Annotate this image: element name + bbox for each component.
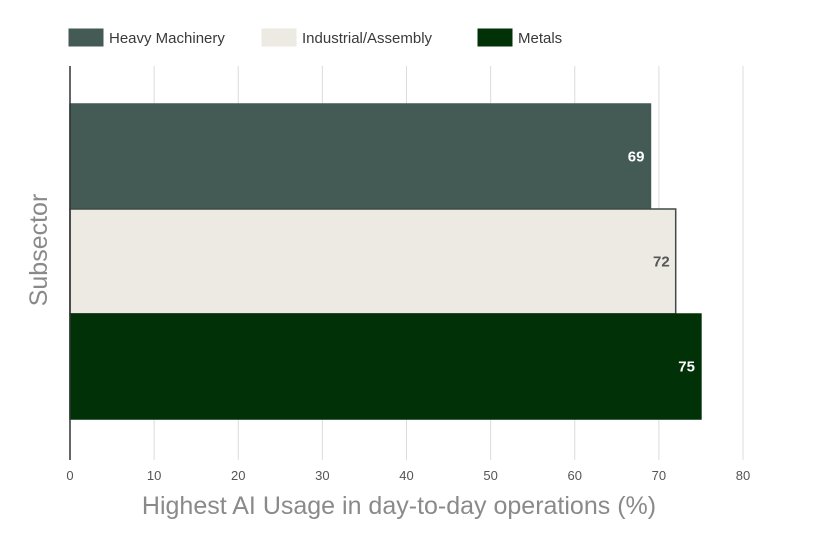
x-tick-label-30: 30 xyxy=(315,468,329,483)
legend-label-industrial-assembly: Industrial/Assembly xyxy=(302,30,433,47)
x-tick-label-20: 20 xyxy=(231,468,245,483)
x-axis-title: Highest AI Usage in day-to-day operation… xyxy=(142,492,656,520)
bar-heavy-machinery xyxy=(69,103,652,210)
legend-swatch-metals xyxy=(477,28,513,47)
legend-swatch-heavy-machinery xyxy=(68,28,104,47)
legend-label-heavy-machinery: Heavy Machinery xyxy=(109,30,225,47)
x-tick-label-40: 40 xyxy=(399,468,413,483)
data-label-metals: 75 xyxy=(678,359,695,376)
legend-swatch-industrial-assembly xyxy=(261,28,297,47)
bars: 69 72 75 xyxy=(69,103,702,420)
legend-label-metals: Metals xyxy=(518,30,562,47)
x-tick-label-60: 60 xyxy=(568,468,582,483)
x-tick-label-10: 10 xyxy=(147,468,161,483)
x-tick-label-80: 80 xyxy=(736,468,750,483)
y-axis-title: Subsector xyxy=(25,194,53,307)
data-label-heavy-machinery: 69 xyxy=(628,149,645,166)
legend: Heavy Machinery Industrial/Assembly Metals xyxy=(68,28,562,47)
data-label-industrial-assembly: 72 xyxy=(653,254,670,271)
x-tick-label-0: 0 xyxy=(66,468,73,483)
bar-metals xyxy=(69,313,702,420)
bar-industrial-assembly xyxy=(69,208,677,315)
x-tick-label-70: 70 xyxy=(652,468,666,483)
x-tick-label-50: 50 xyxy=(483,468,497,483)
x-tick-labels: 0 10 20 30 40 50 60 70 80 xyxy=(66,468,750,483)
